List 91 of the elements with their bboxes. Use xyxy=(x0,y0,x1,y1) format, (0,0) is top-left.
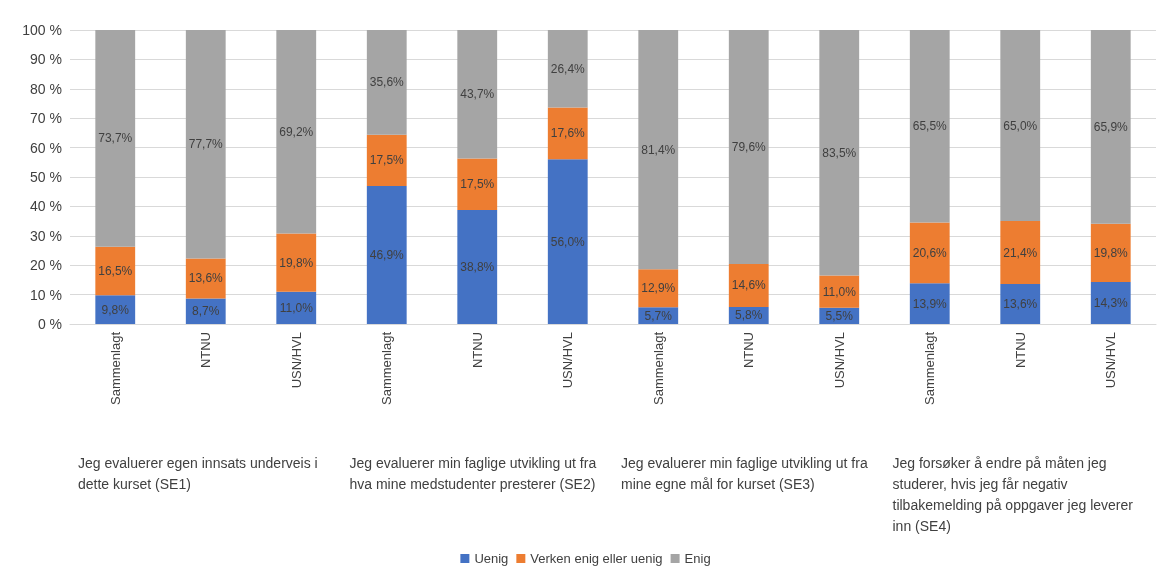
text: Jeg evaluerer min faglige utvikling ut fra hva mine medstudenter presterer (SE2) xyxy=(349,454,601,492)
legend-label: Verken enig eller uenig xyxy=(530,551,663,566)
bar xyxy=(819,30,860,276)
x-tick-label: NTNU xyxy=(741,332,757,369)
data-label: 81,4% xyxy=(641,142,676,157)
data-label: 35,6% xyxy=(369,75,405,90)
bar xyxy=(95,246,136,296)
x-tick-label: Sammenlagt xyxy=(107,331,123,405)
y-tick-label: 40 % xyxy=(30,198,62,215)
x-tick-label: Sammenlagt xyxy=(650,331,666,405)
x-tick-label: USN/HVL xyxy=(1103,332,1119,389)
data-label: 9,8% xyxy=(101,302,130,317)
bar xyxy=(457,158,498,210)
data-label: 5,7% xyxy=(644,308,673,323)
bar xyxy=(1090,223,1131,282)
y-tick-label: 90 % xyxy=(30,51,62,68)
y-tick-label: 20 % xyxy=(30,257,62,274)
data-label: 65,0% xyxy=(1003,118,1038,133)
data-label: 16,5% xyxy=(98,263,133,278)
data-label: 11,0% xyxy=(279,300,314,315)
bar xyxy=(457,30,498,159)
bar xyxy=(1090,30,1131,224)
data-label: 69,2% xyxy=(279,124,314,139)
bar xyxy=(547,159,588,324)
bar xyxy=(909,30,950,223)
bar xyxy=(728,264,769,307)
data-label: 20,6% xyxy=(912,245,948,260)
data-label: 17,5% xyxy=(460,177,495,192)
bar xyxy=(366,30,407,135)
data-label: 17,6% xyxy=(550,126,586,141)
bar xyxy=(1000,30,1041,222)
x-tick-label: Sammenlagt xyxy=(922,331,938,405)
x-tick-label: USN/HVL xyxy=(288,332,304,389)
legend-label: Uenig xyxy=(474,551,509,566)
data-label: 13,9% xyxy=(912,296,948,311)
bar xyxy=(276,30,317,234)
y-tick-label: 70 % xyxy=(30,110,62,127)
bar xyxy=(457,209,498,324)
bar xyxy=(276,233,317,292)
y-tick-label: 0 % xyxy=(37,316,62,332)
bar xyxy=(366,134,407,187)
data-label: 38,8% xyxy=(460,259,495,274)
data-label: 17,5% xyxy=(369,153,405,168)
data-label: 79,6% xyxy=(731,140,767,155)
data-label: 65,9% xyxy=(1093,119,1129,134)
data-label: 14,3% xyxy=(1093,295,1129,310)
y-tick-label: 80 % xyxy=(30,80,62,97)
data-label: 43,7% xyxy=(460,87,495,102)
legend-label: Enig xyxy=(684,551,711,566)
y-tick-label: 30 % xyxy=(30,227,62,244)
data-label: 19,8% xyxy=(1093,245,1129,260)
x-tick-label: USN/HVL xyxy=(831,332,847,389)
data-label: 65,5% xyxy=(912,119,948,134)
data-label: 5,8% xyxy=(735,308,763,323)
bar xyxy=(728,30,769,265)
data-label: 12,9% xyxy=(641,281,676,296)
data-label: 56,0% xyxy=(550,234,586,249)
bar xyxy=(1090,281,1131,324)
data-label: 14,6% xyxy=(731,278,767,293)
bar xyxy=(909,222,950,284)
data-label: 73,7% xyxy=(98,131,133,146)
x-tick-label: NTNU xyxy=(198,332,214,369)
data-label: 83,5% xyxy=(822,145,857,160)
data-label: 13,6% xyxy=(1003,297,1038,312)
x-tick-label: USN/HVL xyxy=(560,332,576,389)
x-tick-label: NTNU xyxy=(469,332,485,369)
bar xyxy=(185,30,226,259)
data-label: 26,4% xyxy=(550,61,586,76)
bar xyxy=(95,30,136,247)
bar xyxy=(638,30,679,270)
data-label: 21,4% xyxy=(1003,245,1038,260)
bar xyxy=(547,107,588,160)
data-label: 77,7% xyxy=(188,137,224,152)
bar xyxy=(366,186,407,324)
data-label: 46,9% xyxy=(369,248,405,263)
data-label: 8,7% xyxy=(192,304,220,319)
x-tick-label: NTNU xyxy=(1012,332,1028,369)
bar xyxy=(547,30,588,108)
data-label: 11,0% xyxy=(822,284,857,299)
bar xyxy=(1000,221,1041,285)
data-label: 13,6% xyxy=(188,271,224,286)
y-tick-label: 10 % xyxy=(30,286,62,303)
data-label: 19,8% xyxy=(279,255,314,270)
y-tick-label: 100 % xyxy=(22,22,62,38)
y-tick-label: 60 % xyxy=(30,139,62,156)
data-label: 5,5% xyxy=(825,308,854,323)
text: Jeg forsøker å endre på måten jeg studerer, hvis jeg får negativ tilbakemelding på oppgaver jeg leverer inn (SE4) xyxy=(892,454,1137,534)
y-tick-label: 50 % xyxy=(30,169,62,185)
text: Jeg evaluerer egen innsats underveis i dette kurset (SE1) xyxy=(78,454,322,492)
text: Jeg evaluerer min faglige utvikling ut fra mine egne mål for kurset (SE3) xyxy=(621,454,872,492)
x-tick-label: Sammenlagt xyxy=(379,331,395,405)
